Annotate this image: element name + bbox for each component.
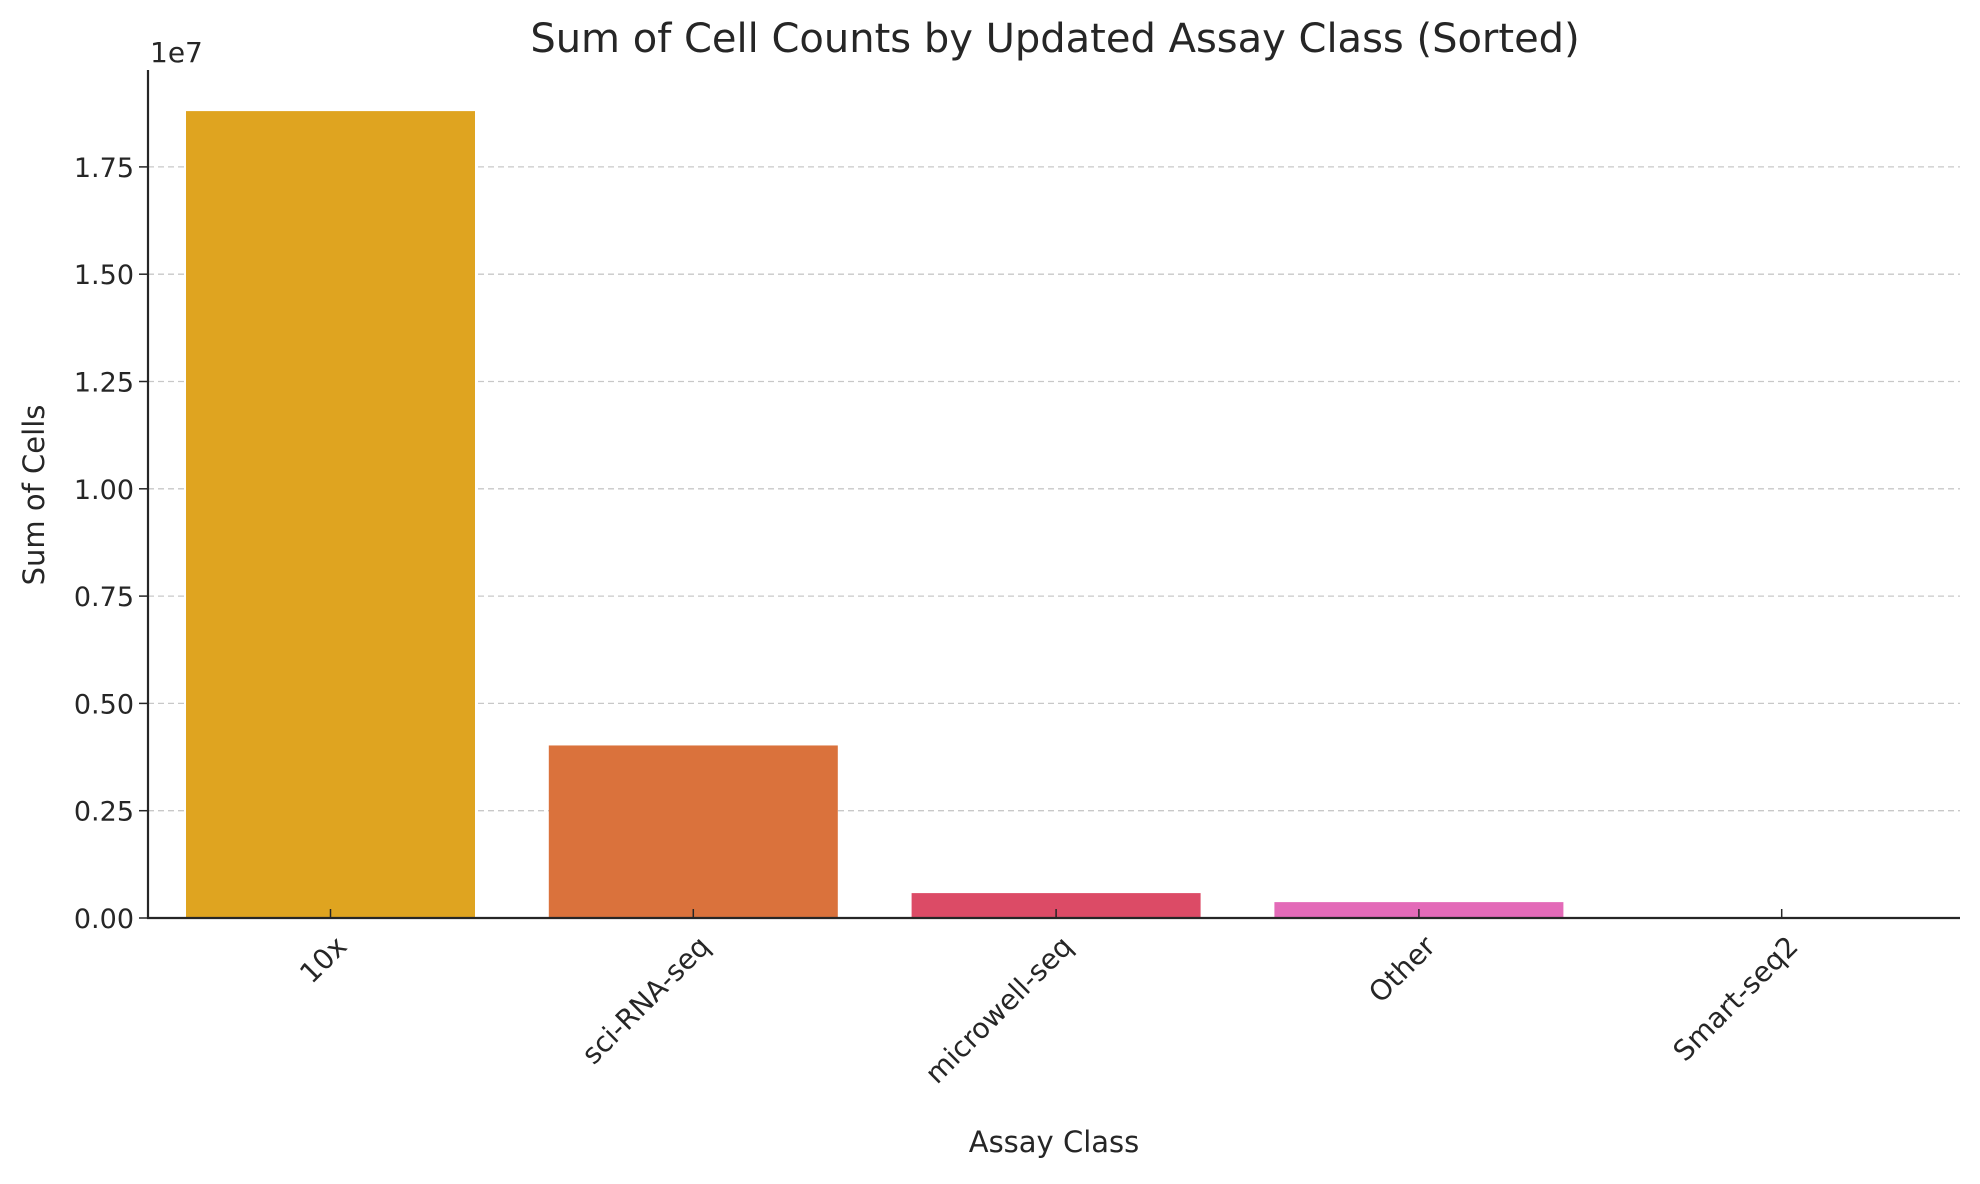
chart-title: Sum of Cell Counts by Updated Assay Clas… (530, 16, 1579, 62)
y-axis-label: Sum of Cells (17, 405, 51, 586)
x-tick-label: 10x (293, 930, 353, 990)
x-tick-label: Smart-seq2 (1667, 930, 1805, 1068)
x-tick-label: Other (1362, 929, 1442, 1009)
y-tick-label: 1.50 (74, 260, 134, 291)
bar-10x (186, 111, 475, 918)
y-tick-label: 1.25 (74, 368, 134, 399)
y-tick-label: 1.75 (74, 153, 134, 184)
y-tick-label: 0.25 (74, 797, 134, 828)
y-tick-label: 0.75 (74, 582, 134, 613)
x-tick-label: sci-RNA-seq (575, 930, 716, 1071)
x-tick-label: microwell-seq (919, 930, 1079, 1090)
y-tick-label: 0.50 (74, 689, 134, 720)
y-tick-label: 0.00 (74, 904, 134, 935)
y-offset-label: 1e7 (150, 36, 203, 69)
x-axis-label: Assay Class (969, 1125, 1140, 1159)
bar-sci-rna-seq (549, 745, 838, 918)
y-tick-label: 1.00 (74, 475, 134, 506)
